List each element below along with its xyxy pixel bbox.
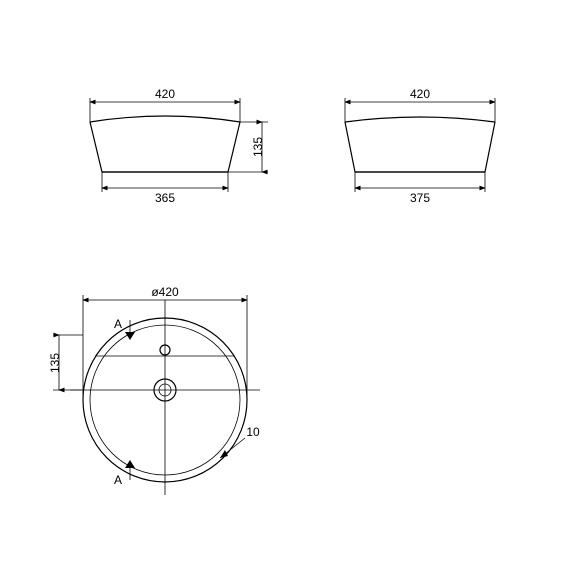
dim-front-top: 420 xyxy=(155,87,175,101)
front-elevation: 420 365 135 xyxy=(90,87,268,205)
plan-view: ø420 135 10 A A xyxy=(48,285,260,495)
section-marker-bottom: A xyxy=(114,460,135,487)
dim-front-bottom: 365 xyxy=(155,191,175,205)
dim-front-height: 135 xyxy=(251,137,265,157)
section-label-a-top: A xyxy=(114,317,122,331)
dim-side-bottom: 375 xyxy=(410,191,430,205)
dim-plan-diameter: ø420 xyxy=(151,285,179,299)
dim-plan-rim: 10 xyxy=(246,425,260,439)
section-label-a-bottom: A xyxy=(114,473,122,487)
dim-side-top: 420 xyxy=(410,87,430,101)
technical-drawing: 420 365 135 420 375 xyxy=(0,0,570,570)
side-elevation: 420 375 xyxy=(345,87,495,205)
dim-plan-offset: 135 xyxy=(48,353,62,373)
